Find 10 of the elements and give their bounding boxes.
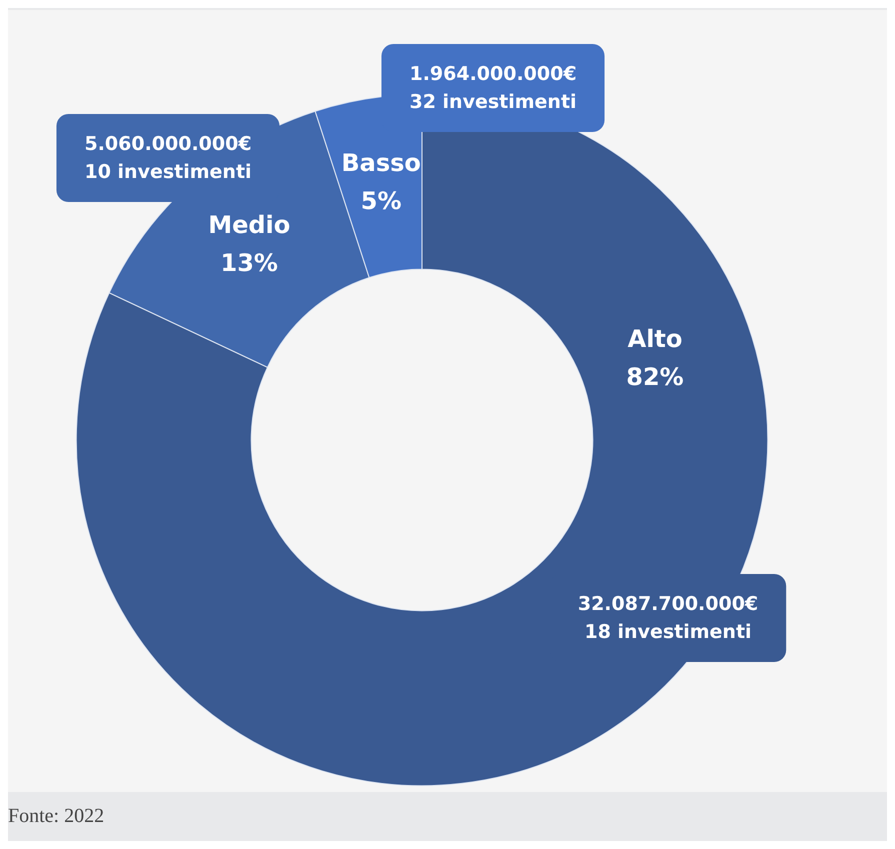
text: 32.087.700.000€ 18 investimenti bbox=[578, 593, 758, 643]
text: 5.060.000.000€ 10 investimenti bbox=[84, 133, 252, 183]
slice-label: Alto bbox=[628, 325, 682, 353]
slice-label: Basso bbox=[341, 148, 421, 177]
data-label: 5% bbox=[360, 186, 402, 215]
slice-label: Medio bbox=[208, 211, 290, 240]
data-label: 82% bbox=[626, 363, 684, 391]
text: 1.964.000.000€ 32 investimenti bbox=[409, 63, 577, 113]
data-label: 13% bbox=[220, 249, 278, 278]
source-note: Fonte: 2022 bbox=[8, 805, 104, 827]
